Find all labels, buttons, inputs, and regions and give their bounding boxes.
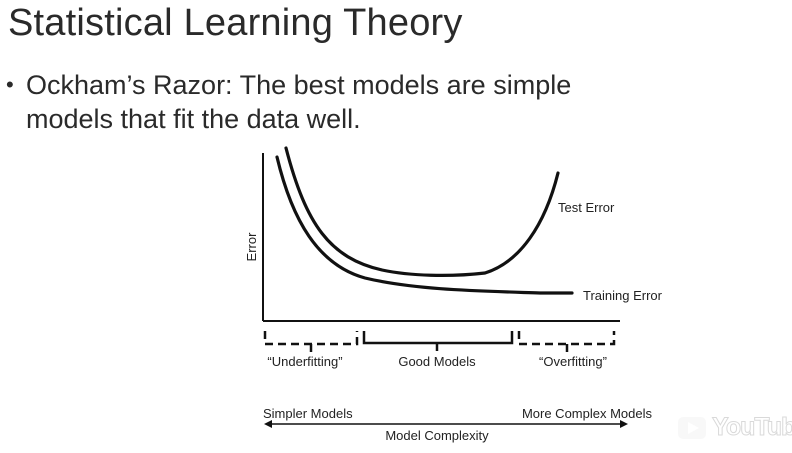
good-models-label: Good Models	[398, 354, 476, 369]
play-icon	[676, 414, 708, 441]
slide-title: Statistical Learning Theory	[8, 2, 463, 44]
youtube-watermark-text: YouTube	[711, 413, 792, 442]
y-axis-label: Error	[244, 232, 259, 262]
training-error-curve	[275, 155, 574, 295]
overfitting-bracket	[517, 331, 616, 352]
test-error-label: Test Error	[558, 200, 615, 215]
simpler-models-label: Simpler Models	[263, 406, 353, 421]
model-complexity-label: Model Complexity	[385, 428, 489, 443]
complexity-double-arrow	[264, 420, 628, 428]
training-error-label: Training Error	[583, 288, 663, 303]
underfitting-label: “Underfitting”	[267, 354, 342, 369]
more-complex-models-label: More Complex Models	[522, 406, 653, 421]
good-models-bracket	[362, 331, 514, 351]
underfitting-bracket	[263, 331, 359, 352]
bullet-point: • Ockham’s Razor: The best models are si…	[4, 68, 624, 136]
youtube-watermark: YouTube	[676, 413, 792, 442]
test-error-curve	[284, 146, 560, 277]
overfitting-label: “Overfitting”	[539, 354, 607, 369]
bullet-text: Ockham’s Razor: The best models are simp…	[26, 70, 572, 134]
bullet-dot-icon: •	[6, 72, 14, 97]
